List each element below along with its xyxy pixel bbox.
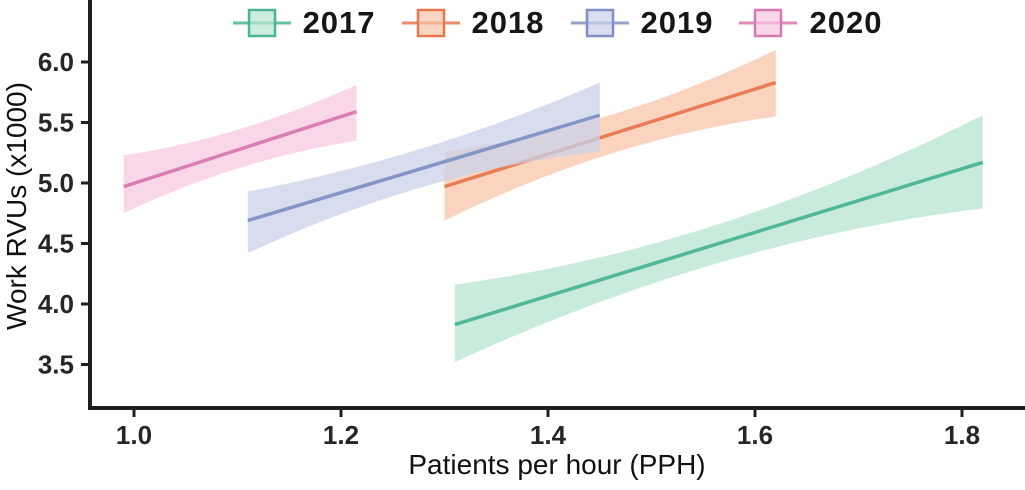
y-tick-label: 6.0	[38, 47, 74, 77]
series-2019-line	[247, 113, 601, 223]
y-axis-title: Work RVUs (x1000)	[1, 82, 32, 330]
series-2017-line	[454, 160, 984, 327]
y-tick-label: 5.5	[38, 108, 74, 138]
y-tick-label: 3.5	[38, 350, 74, 380]
y-tick-label: 4.5	[38, 229, 74, 259]
series-layer	[123, 49, 984, 363]
x-tick-label: 1.8	[944, 420, 980, 450]
x-tick-label: 1.2	[323, 420, 359, 450]
series-2018-line	[443, 80, 777, 189]
y-tick-label: 4.0	[38, 289, 74, 319]
x-tick-label: 1.4	[530, 420, 567, 450]
y-tick-label: 5.0	[38, 168, 74, 198]
x-axis-title: Patients per hour (PPH)	[408, 449, 705, 480]
series-2020-line	[123, 109, 358, 189]
x-tick-label: 1.0	[116, 420, 152, 450]
series-2017-ribbon	[454, 115, 983, 363]
axes-layer: 6.0 5.5 5.0 4.5 4.0 3.5 1.0 1.2 1.4 1.6 1.8	[38, 0, 1025, 450]
x-tick-label: 1.6	[737, 420, 773, 450]
